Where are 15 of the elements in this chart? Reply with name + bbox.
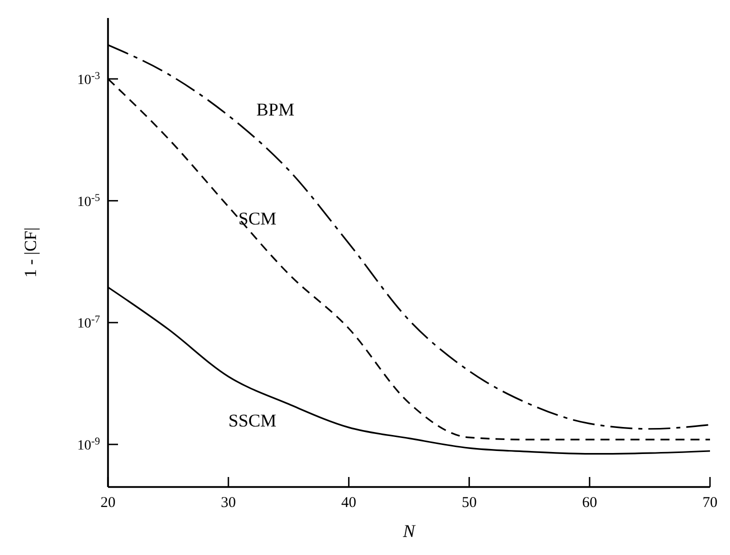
series-label: BPM: [256, 100, 294, 120]
x-tick-label: 50: [462, 495, 477, 511]
series-label: SCM: [238, 208, 276, 229]
x-tick-label: 30: [220, 495, 236, 511]
x-tick-label: 20: [100, 495, 116, 511]
x-tick-label: 60: [582, 495, 598, 511]
x-axis-title: N: [402, 521, 416, 541]
series-label: SSCM: [228, 410, 276, 431]
y-tick-label: 10$^{-3}$: [77, 70, 100, 88]
x-tick-label: 70: [702, 495, 718, 511]
x-tick-label: 40: [341, 495, 356, 511]
y-tick-label: 10$^{-5}$: [77, 192, 100, 210]
y-axis-title: 1 - |CF|: [21, 227, 40, 278]
y-tick-label: 10$^{-7}$: [77, 314, 100, 332]
y-tick-label: 10$^{-9}$: [77, 436, 100, 454]
